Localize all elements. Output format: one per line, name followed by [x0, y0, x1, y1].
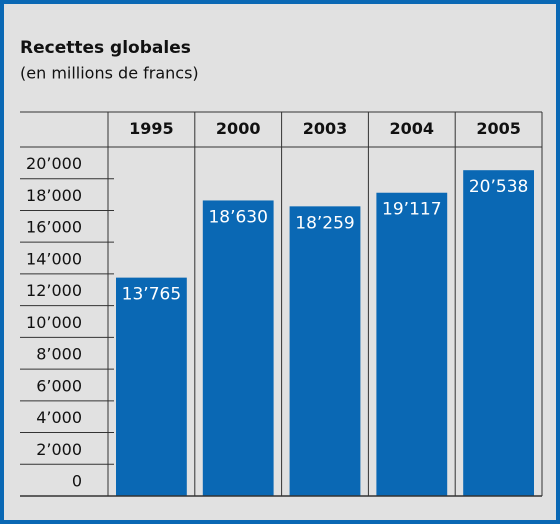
- column-header: 1995: [129, 119, 174, 138]
- column-header: 2000: [216, 119, 261, 138]
- value-label: 19’117: [382, 200, 441, 220]
- y-tick-label: 8’000: [36, 345, 82, 364]
- y-tick-label: 16’000: [26, 218, 82, 237]
- bar: [463, 170, 534, 497]
- y-tick-label: 10’000: [26, 313, 82, 332]
- column-header: 2004: [390, 119, 435, 138]
- y-tick-label: 2’000: [36, 440, 82, 459]
- y-tick-label: 0: [72, 472, 82, 491]
- chart-subtitle: (en millions de francs): [20, 64, 199, 83]
- bar: [376, 192, 448, 496]
- y-tick-label: 14’000: [26, 249, 82, 268]
- column-header: 2003: [303, 119, 348, 138]
- value-label: 18’259: [295, 213, 354, 233]
- bar: [116, 277, 187, 496]
- y-tick-label: 20’000: [26, 154, 82, 173]
- value-label: 13’765: [122, 285, 181, 305]
- bar: [289, 206, 361, 496]
- y-tick-label: 4’000: [36, 408, 82, 427]
- chart-title: Recettes globales: [20, 38, 191, 58]
- y-tick-label: 6’000: [36, 376, 82, 395]
- column-header: 2005: [476, 119, 521, 138]
- value-label: 18’630: [208, 207, 267, 227]
- y-tick-label: 18’000: [26, 186, 82, 205]
- y-tick-label: 12’000: [26, 281, 82, 300]
- bar: [202, 200, 274, 496]
- value-label: 20’538: [469, 177, 528, 197]
